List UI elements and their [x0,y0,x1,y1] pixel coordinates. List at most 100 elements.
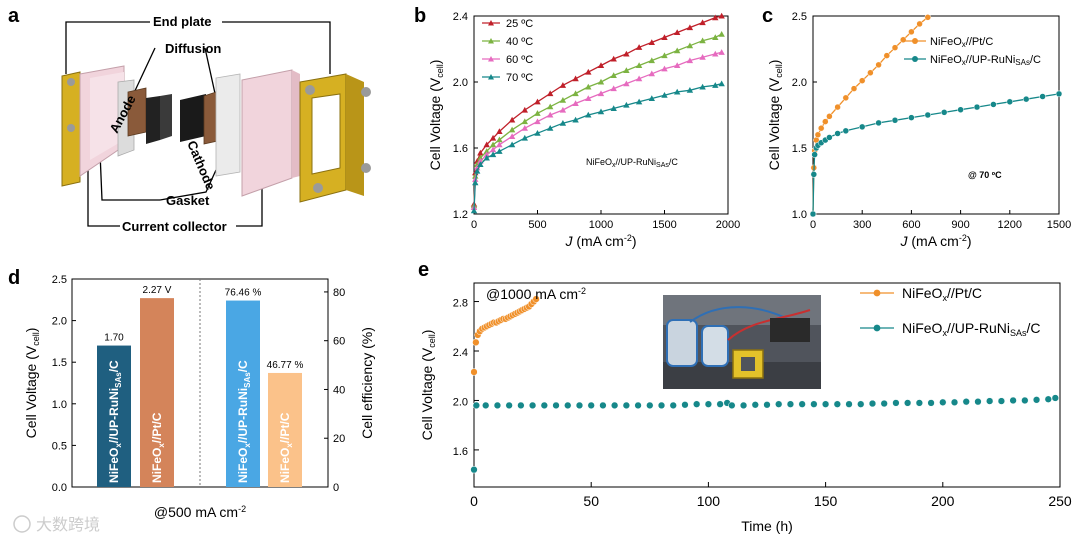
data-point [674,88,681,95]
data-point [534,129,541,136]
wire-icon [727,309,811,341]
panel-e: e 1.6 2.0 2.4 2.8 0 50 100 150 200 250 T… [418,259,1072,534]
legend-marker [873,289,881,297]
data-point [521,106,528,113]
x-tick-label: 200 [931,493,955,509]
y-ticklabels-b: 1.2 1.6 2.0 2.4 [453,11,468,221]
data-point [496,128,503,135]
data-point [635,62,643,69]
legend-marker [488,38,494,44]
data-point-series-1 [716,400,724,408]
x-tick-label: 1500 [1047,219,1071,231]
y-tick-label: 40 [333,385,345,397]
data-point [908,114,915,121]
data-point [521,134,528,141]
data-point-series-1 [517,401,525,410]
data-point [610,85,617,92]
right-collector-edge [292,70,300,178]
y-tick-label: 80 [333,287,345,299]
y-tick-label: 20 [333,433,345,445]
data-point-series-1 [1051,394,1059,402]
data-point-series-1 [892,399,900,407]
data-point [661,52,668,59]
data-point [924,111,932,119]
data-point [699,37,706,44]
y-axis-label-e: Cell Voltage (Vcell) [419,330,437,441]
bar-value-label: 46.77 % [267,360,304,371]
x-tick-label: 0 [471,219,477,231]
data-point [648,70,655,77]
data-point-series-1 [833,400,841,408]
watermark-text: 大数跨境 [36,515,100,534]
data-point [1039,93,1046,100]
bolt-icon [67,124,75,132]
x-tick-label: 1000 [589,219,613,231]
x-tick-label: 900 [951,219,969,231]
data-point [875,61,882,69]
data-point [867,69,874,77]
bar-value-label: 1.70 [104,333,124,344]
panel-label-e: e [418,259,429,281]
legend-label: NiFeOx//Pt/C [902,285,982,303]
data-point-series-1 [610,401,619,410]
data-point [489,141,497,148]
data-point [674,29,681,36]
legend-label: NiFeOx//Pt/C [930,36,993,49]
data-point [547,90,554,97]
data-point [924,14,932,21]
data-point [826,134,833,141]
y-tick-label: 1.6 [453,143,468,155]
bolt-icon [361,163,371,173]
x-ticklabels-e: 0 50 100 150 200 250 [470,493,1072,509]
panel-b: b 1.2 1.6 2.0 2.4 0 500 1000 1500 2000 J… [414,5,740,249]
x-tick-label: 250 [1048,493,1072,509]
callout-current-collector: Current collector [122,219,227,234]
data-point-series-1 [493,401,502,410]
data-point [496,148,503,154]
x-tick-label: 300 [853,219,871,231]
data-point-series-1 [587,401,595,410]
legend-marker [873,324,881,332]
data-point-series-1 [1032,396,1041,404]
data-point [661,92,668,98]
data-point [483,141,490,148]
data-point [686,57,694,64]
data-point [686,42,694,49]
y-ticklabels-d-right: 0 20 40 60 80 [333,287,345,494]
data-point-series-1 [575,401,584,410]
data-point [940,109,948,116]
data-point-series-1 [939,398,947,406]
data-point-series-1 [472,401,480,410]
data-point [470,207,478,214]
data-point [891,117,899,124]
data-point-series-1 [704,400,713,408]
data-point [635,44,643,50]
data-point [585,83,592,90]
data-point [712,50,719,57]
callout-cathode: Cathode [184,138,218,192]
data-point-series-1 [681,401,689,409]
data-point-series-1 [505,401,513,410]
data-point [508,141,516,148]
data-point-series-1 [470,466,478,474]
data-point-series-1 [552,401,560,410]
data-point [473,167,481,174]
data-point-series-1 [1021,396,1029,405]
data-point [674,62,681,69]
y-tick-label: 2.8 [453,298,468,310]
data-point [973,103,981,111]
callout-diffusion: Diffusion [165,41,221,56]
data-point-series-1 [646,401,654,410]
data-point [623,101,630,108]
y-tick-label: 1.0 [792,209,807,221]
data-point [585,68,592,75]
data-point [834,103,841,111]
x-axis-label-c: J (mA cm-2) [899,233,971,249]
legend-label: 70 ºC [506,72,533,84]
data-point [712,14,719,21]
data-point [842,94,850,102]
tube-icon [689,306,791,323]
data-point-series-1 [821,400,830,408]
plot-area-e [470,295,1059,487]
data-point [850,85,858,92]
